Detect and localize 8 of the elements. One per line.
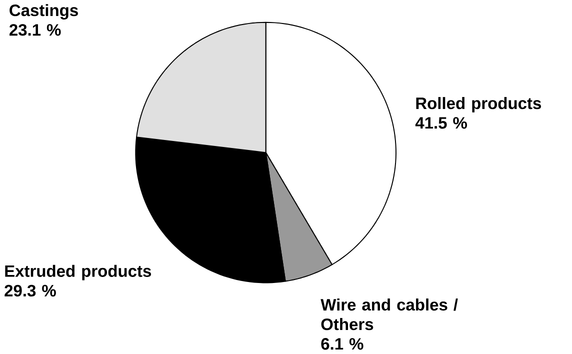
slice-label: Wire and cables / Others — [320, 298, 458, 330]
slice-label: Extruded products — [5, 264, 152, 280]
data-label: 29.3 % — [4, 284, 56, 297]
data-label: 41.5 % — [415, 117, 467, 129]
data-label: 23.1 % — [10, 24, 61, 36]
slice-label: Rolled products — [416, 97, 541, 113]
slice-label: Castings — [10, 4, 78, 20]
data-label: 6.1 % — [321, 338, 364, 350]
